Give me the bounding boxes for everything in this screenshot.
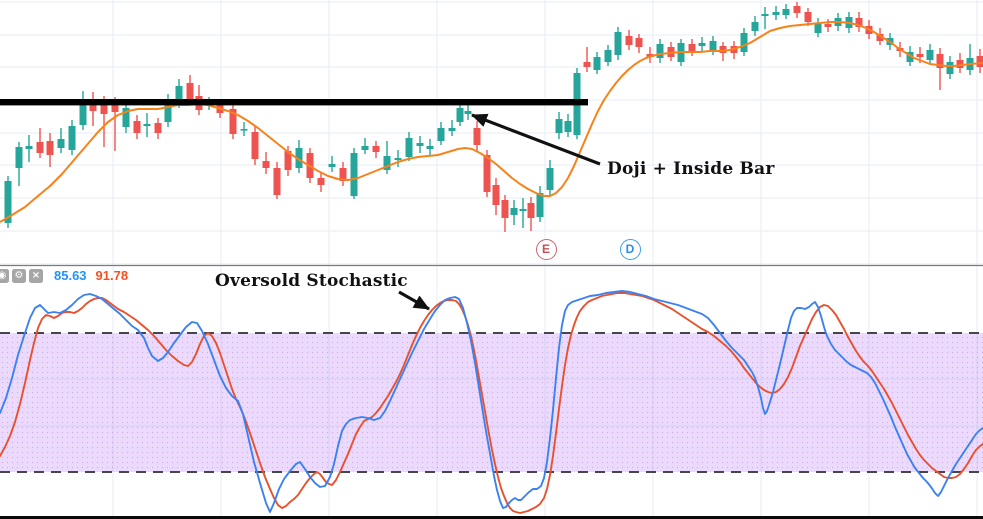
doji-arrow <box>471 113 601 166</box>
eye-icon[interactable]: ◉ <box>0 268 9 283</box>
close-icon[interactable]: × <box>29 268 43 283</box>
earnings-marker[interactable]: E <box>535 238 557 260</box>
doji-inside-bar-annotation: Doji + Inside Bar <box>607 159 775 179</box>
resistance-line[interactable] <box>0 99 588 106</box>
stochastic-lines <box>0 290 983 514</box>
stochastic-d-value: 91.78 <box>95 268 129 283</box>
gear-icon[interactable]: ⚙ <box>12 268 26 283</box>
oversold-arrow <box>398 290 430 311</box>
oversold-stochastic-annotation: Oversold Stochastic <box>215 271 408 291</box>
dividend-marker[interactable]: D <box>619 238 641 260</box>
stochastic-k-value: 85.63 <box>54 268 87 283</box>
stochastic-toolbar: ◉ ⚙ × 85.63 91.78 <box>0 268 128 283</box>
stochastic-values: 85.63 91.78 <box>54 268 128 283</box>
bottom-axis-line <box>0 516 983 519</box>
